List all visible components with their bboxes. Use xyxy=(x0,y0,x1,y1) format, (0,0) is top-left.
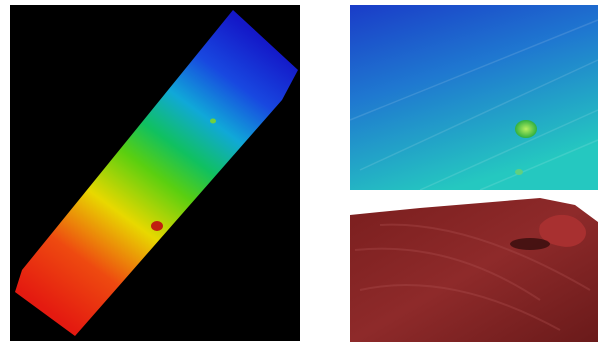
image-composite xyxy=(0,0,601,343)
feature-green xyxy=(210,119,216,124)
top-right-panel xyxy=(350,5,598,190)
terrain-shadow xyxy=(510,238,550,250)
feature-red xyxy=(151,221,163,231)
seabed-object xyxy=(515,120,537,138)
seabed-object-small xyxy=(515,169,523,175)
page xyxy=(0,0,601,343)
